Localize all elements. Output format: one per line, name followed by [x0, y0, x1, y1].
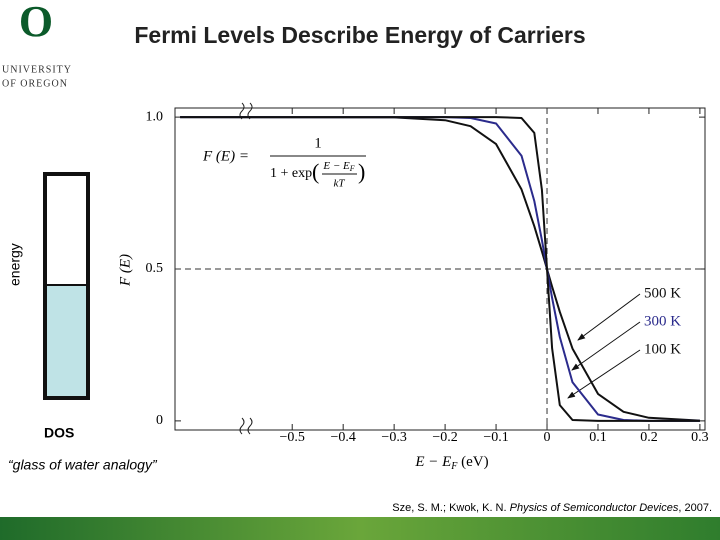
logo-letter: O	[19, 0, 53, 46]
y-tick-label: 0	[156, 413, 163, 428]
paren: (	[312, 159, 319, 184]
water	[47, 286, 86, 396]
x-label-unit: (eV)	[457, 454, 488, 470]
annotation-arrow	[571, 321, 641, 371]
exp-numerator-main: E − E	[322, 160, 350, 172]
footer-bar	[0, 517, 720, 540]
x-tick-label: 0	[544, 430, 551, 445]
citation-book: Physics of Semiconductor Devices	[510, 502, 679, 514]
formula-lhs: F (E) =	[202, 148, 249, 164]
energy-label: energy	[7, 243, 23, 286]
x-tick-label: −0.1	[483, 430, 508, 445]
citation: Sze, S. M.; Kwok, K. N. Physics of Semic…	[392, 502, 712, 514]
x-axis-label: E − EF (eV)	[414, 454, 488, 472]
x-tick-label: −0.5	[280, 430, 305, 445]
annotation-arrow	[577, 293, 641, 341]
x-tick-label: 0.1	[589, 430, 607, 445]
citation-authors: Sze, S. M.; Kwok, K. N.	[392, 502, 509, 514]
y-tick-label: 0.5	[146, 261, 164, 276]
dos-label: DOS	[44, 425, 74, 441]
series-label: 300 K	[644, 313, 681, 329]
x-tick-label: 0.3	[691, 430, 709, 445]
caption: “glass of water analogy”	[8, 457, 158, 473]
x-label-sub: F	[450, 461, 458, 472]
curve	[180, 116, 700, 422]
y-tick-label: 1.0	[146, 109, 164, 124]
x-tick-label: −0.4	[330, 430, 355, 445]
plot: F (E) = 1 1 + exp ( E − EF kT ) F (E) E …	[117, 102, 709, 472]
formula-exp-denominator: kT	[334, 178, 346, 190]
formula-numerator: 1	[314, 135, 322, 151]
x-label-main: E − E	[414, 454, 451, 470]
x-tick-label: 0.2	[640, 430, 658, 445]
x-tick-label: −0.2	[432, 430, 457, 445]
series-label: 500 K	[644, 285, 681, 301]
y-axis-label: F (E)	[117, 254, 133, 287]
formula-denominator: 1 + exp	[270, 166, 312, 181]
exp-subscript: F	[349, 164, 355, 173]
paren: )	[358, 159, 365, 184]
formula-exp-numerator: E − EF	[322, 160, 354, 173]
axis-break	[239, 417, 253, 435]
x-tick-label: −0.3	[381, 430, 406, 445]
logo-text: OF OREGON	[2, 78, 68, 89]
citation-year: , 2007.	[678, 502, 712, 514]
logo-text: UNIVERSITY	[2, 64, 72, 75]
annotation-arrow	[567, 349, 641, 399]
series-label: 100 K	[644, 341, 681, 357]
slide-title: Fermi Levels Describe Energy of Carriers	[134, 22, 585, 48]
